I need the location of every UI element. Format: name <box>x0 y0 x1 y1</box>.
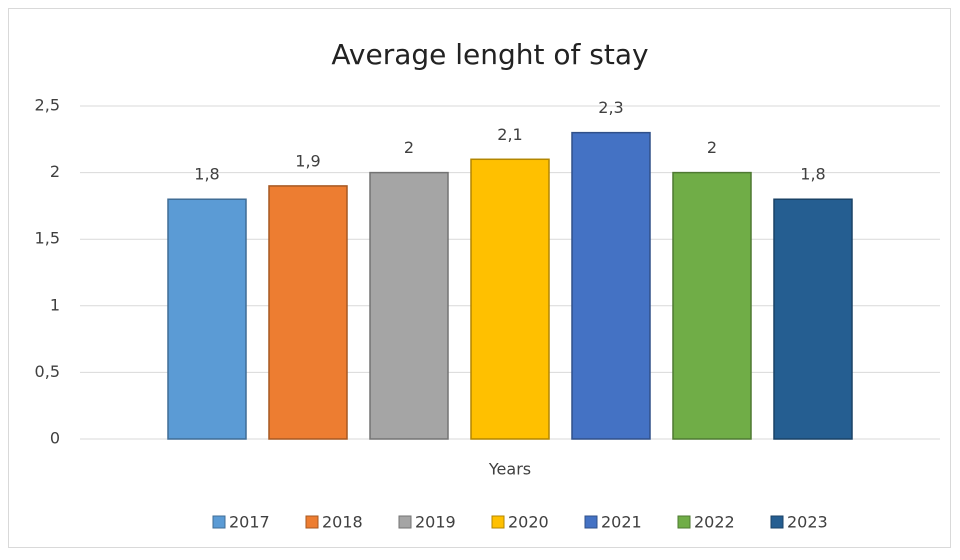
y-tick-label: 2 <box>50 162 60 181</box>
bar <box>369 171 449 440</box>
legend-label: 2020 <box>508 513 549 532</box>
legend-swatch <box>677 515 691 529</box>
y-tick-label: 0,5 <box>35 362 60 381</box>
legend-swatch <box>491 515 505 529</box>
legend-swatch <box>398 515 412 529</box>
data-label: 2,3 <box>598 98 623 117</box>
bar <box>571 131 651 440</box>
data-label: 1,8 <box>194 165 219 184</box>
data-label: 2 <box>707 138 717 157</box>
legend-swatch <box>305 515 319 529</box>
y-tick-label: 1 <box>50 295 60 314</box>
legend-label: 2019 <box>415 513 456 532</box>
legend-label: 2023 <box>787 513 828 532</box>
x-tick-label: Years <box>488 460 531 479</box>
bar <box>470 158 550 440</box>
legend-swatch <box>212 515 226 529</box>
bar <box>167 198 247 440</box>
data-label: 2 <box>404 138 414 157</box>
legend-label: 2018 <box>322 513 363 532</box>
legend-swatch <box>770 515 784 529</box>
y-tick-label: 2,5 <box>35 96 60 115</box>
bar <box>672 171 752 440</box>
data-label: 1,8 <box>800 165 825 184</box>
legend-label: 2017 <box>229 513 270 532</box>
bar <box>773 198 853 440</box>
data-label: 2,1 <box>497 125 522 144</box>
legend-swatch <box>584 515 598 529</box>
legend-label: 2021 <box>601 513 642 532</box>
bar <box>268 185 348 440</box>
legend-label: 2022 <box>694 513 735 532</box>
y-tick-label: 1,5 <box>35 229 60 248</box>
chart-title: Average lenght of stay <box>331 38 648 71</box>
y-tick-label: 0 <box>50 429 60 448</box>
data-label: 1,9 <box>295 151 320 170</box>
